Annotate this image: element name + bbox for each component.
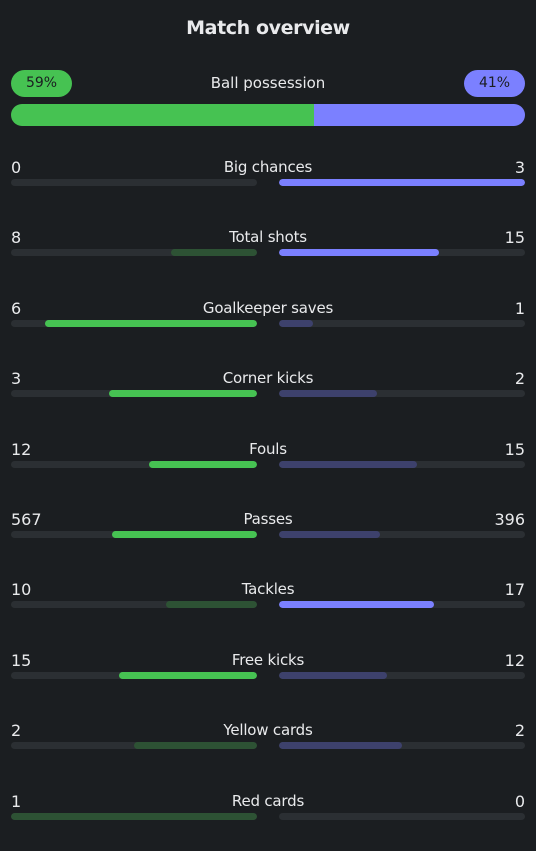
- home-stat-value: 12: [11, 439, 32, 459]
- stat-row: 3 Corner kicks 2: [11, 369, 525, 409]
- away-stat-bar-fill: [279, 249, 439, 257]
- home-stat-value: 2: [11, 721, 22, 741]
- stat-label: Fouls: [249, 439, 287, 458]
- home-stat-bar: [11, 460, 257, 468]
- home-stat-bar-fill: [134, 742, 257, 750]
- away-stat-bar: [279, 390, 525, 398]
- stat-label: Passes: [243, 510, 293, 528]
- away-stat-bar: [279, 601, 525, 609]
- home-stat-bar: [11, 742, 257, 750]
- away-stat-bar-fill: [279, 319, 314, 327]
- home-stat-bar: [11, 601, 257, 609]
- home-stat-value: 1: [11, 791, 22, 811]
- stat-row: 1 Red cards 0: [11, 792, 525, 832]
- away-stat-bar: [279, 812, 525, 820]
- away-stat-value: 17: [504, 580, 525, 600]
- stat-row: 10 Tackles 17: [11, 580, 525, 620]
- home-stat-bar-fill: [165, 601, 257, 609]
- stat-label: Yellow cards: [223, 721, 313, 740]
- stat-label: Corner kicks: [222, 369, 314, 388]
- away-stat-bar-fill: [279, 531, 380, 538]
- home-stat-bar: [11, 531, 257, 538]
- home-stat-bar: [11, 319, 257, 327]
- away-stat-bar: [279, 742, 525, 750]
- away-stat-value: 2: [514, 369, 525, 389]
- home-possession-badge: 59%: [11, 70, 72, 97]
- away-stat-value: 15: [504, 228, 525, 248]
- away-stat-bar-fill: [279, 671, 388, 679]
- possession-label: Ball possession: [210, 74, 326, 92]
- stat-row: 2 Yellow cards 2: [11, 721, 525, 761]
- stat-label: Total shots: [229, 228, 307, 247]
- possession-header: 59% Ball possession 41%: [11, 70, 525, 98]
- home-stat-bar-fill: [11, 812, 257, 820]
- home-stat-bar-fill: [119, 671, 257, 679]
- away-stat-value: 0: [514, 791, 525, 811]
- home-stat-value: 3: [11, 369, 22, 389]
- stat-label: Big chances: [223, 158, 313, 176]
- away-stat-bar-fill: [279, 390, 378, 398]
- away-stat-value: 1: [514, 298, 525, 318]
- page-title: Match overview: [186, 17, 350, 39]
- home-stat-bar-fill: [109, 390, 257, 398]
- stat-label: Tackles: [241, 580, 295, 599]
- stat-row: 567 Passes 396: [11, 510, 525, 550]
- home-stat-bar: [11, 671, 257, 679]
- away-stat-bar: [279, 531, 525, 538]
- stat-row: 15 Free kicks 12: [11, 651, 525, 691]
- away-stat-value: 15: [504, 439, 525, 459]
- possession-bar-away: [314, 104, 525, 126]
- home-stat-bar-fill: [111, 531, 257, 538]
- home-stat-bar: [11, 390, 257, 398]
- away-stat-bar-fill: [279, 460, 417, 468]
- stat-row: 12 Fouls 15: [11, 440, 525, 480]
- away-stat-value: 3: [514, 158, 525, 177]
- away-stat-value: 2: [514, 721, 525, 741]
- stat-label: Red cards: [231, 791, 305, 810]
- stat-row: 8 Total shots 15: [11, 228, 525, 268]
- stat-label: Goalkeeper saves: [202, 298, 334, 317]
- away-stat-bar-fill: [279, 179, 525, 186]
- away-stat-value: 396: [494, 510, 525, 529]
- possession-bar-home: [11, 104, 315, 126]
- home-stat-value: 6: [11, 298, 22, 318]
- home-stat-bar-fill: [170, 249, 257, 257]
- away-stat-bar: [279, 671, 525, 679]
- home-stat-bar-fill: [148, 460, 257, 468]
- home-stat-value: 10: [11, 580, 32, 600]
- away-stat-bar: [279, 249, 525, 257]
- away-stat-value: 12: [504, 650, 525, 670]
- away-stat-bar-fill: [279, 601, 434, 609]
- home-stat-value: 567: [11, 510, 42, 529]
- possession-bar: [11, 104, 525, 126]
- away-stat-bar-fill: [279, 742, 402, 750]
- home-stat-value: 8: [11, 228, 22, 248]
- home-stat-bar: [11, 812, 257, 820]
- away-stat-bar: [279, 460, 525, 468]
- stat-row: 6 Goalkeeper saves 1: [11, 299, 525, 339]
- away-stat-bar: [279, 319, 525, 327]
- stat-row: 0 Big chances 3: [11, 158, 525, 198]
- away-possession-badge: 41%: [464, 70, 525, 97]
- away-stat-bar: [279, 179, 525, 186]
- stat-label: Free kicks: [231, 650, 305, 669]
- home-stat-value: 0: [11, 158, 22, 177]
- home-stat-value: 15: [11, 650, 32, 670]
- home-stat-bar: [11, 249, 257, 257]
- home-stat-bar-fill: [45, 319, 257, 327]
- home-stat-bar: [11, 179, 257, 186]
